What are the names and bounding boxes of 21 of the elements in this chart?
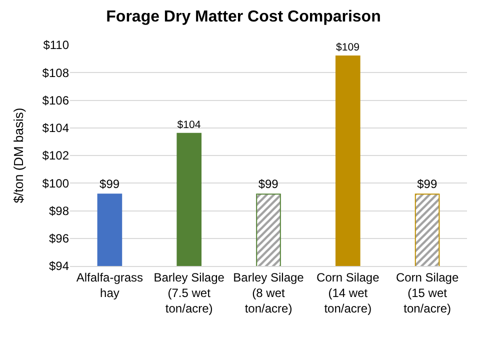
y-tick-label: $98 xyxy=(48,204,70,218)
data-label: $104 xyxy=(177,118,201,131)
y-tick-label: $108 xyxy=(42,66,70,80)
chart-title: Forage Dry Matter Cost Comparison xyxy=(106,8,381,26)
data-label: $99 xyxy=(417,177,438,192)
y-axis-title: $/ton (DM basis) xyxy=(11,108,26,204)
x-tick-label: Barley Silage (7.5 wet ton/acre) xyxy=(154,270,225,316)
y-tick-label: $96 xyxy=(48,232,70,246)
y-tick-label: $106 xyxy=(42,93,70,108)
y-tick-label: $110 xyxy=(43,38,70,52)
y-tick-label: $102 xyxy=(42,148,70,163)
y-tick-label: $104 xyxy=(42,121,70,136)
x-tick-label: Alfalfa-grass hay xyxy=(76,270,144,300)
data-label: $99 xyxy=(258,177,279,192)
x-tick-label: Corn Silage (14 wet ton/acre) xyxy=(316,270,380,316)
x-tick-label: Corn Silage (15 wet ton/acre) xyxy=(396,270,459,316)
data-label: $99 xyxy=(100,177,120,192)
data-label: $109 xyxy=(336,41,360,54)
y-tick-label: $94 xyxy=(48,259,70,274)
x-tick-label: Barley Silage (8 wet ton/acre) xyxy=(233,270,304,316)
y-tick-label: $100 xyxy=(42,176,70,190)
